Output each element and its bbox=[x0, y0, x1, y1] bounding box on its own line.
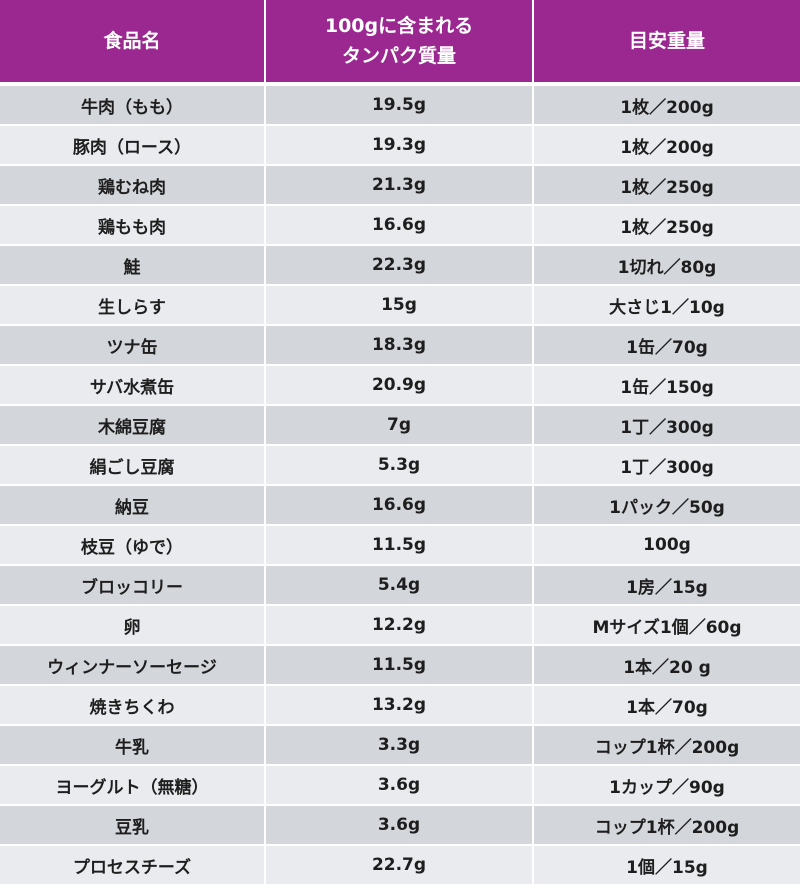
table-row: 鶏もも肉 16.6g 1枚／250g bbox=[0, 205, 800, 246]
cell-food: 鶏むね肉 bbox=[0, 165, 266, 206]
table-row: 生しらす 15g 大さじ1／10g bbox=[0, 285, 800, 326]
cell-weight: 1切れ／80g bbox=[533, 245, 800, 286]
header-protein-line2: タンパク質量 bbox=[341, 45, 456, 67]
table-row: 牛乳 3.3g コップ1杯／200g bbox=[0, 725, 800, 766]
cell-food: サバ水煮缶 bbox=[0, 365, 266, 406]
table-row: 枝豆（ゆで） 11.5g 100g bbox=[0, 525, 800, 566]
table-row: 木綿豆腐 7g 1丁／300g bbox=[0, 405, 800, 446]
cell-weight: コップ1杯／200g bbox=[533, 725, 800, 766]
header-food-name: 食品名 bbox=[0, 0, 266, 86]
cell-weight: 1丁／300g bbox=[533, 445, 800, 486]
cell-weight: 1カップ／90g bbox=[533, 765, 800, 806]
cell-protein: 11.5g bbox=[265, 645, 534, 686]
header-protein-per-100g: 100gに含まれる タンパク質量 bbox=[265, 0, 534, 86]
cell-protein: 3.3g bbox=[265, 725, 534, 766]
table-row: プロセスチーズ 22.7g 1個／15g bbox=[0, 845, 800, 886]
table-row: ツナ缶 18.3g 1缶／70g bbox=[0, 325, 800, 366]
cell-food: 焼きちくわ bbox=[0, 685, 266, 726]
cell-food: 枝豆（ゆで） bbox=[0, 525, 266, 566]
cell-protein: 16.6g bbox=[265, 485, 534, 526]
cell-weight: 1本／70g bbox=[533, 685, 800, 726]
cell-food: 牛肉（もも） bbox=[0, 84, 266, 126]
header-row: 食品名 100gに含まれる タンパク質量 目安重量 bbox=[0, 0, 800, 86]
cell-protein: 19.3g bbox=[265, 125, 534, 166]
cell-food: ウィンナーソーセージ bbox=[0, 645, 266, 686]
cell-weight: 100g bbox=[533, 525, 800, 566]
cell-weight: Mサイズ1個／60g bbox=[533, 605, 800, 646]
cell-protein: 15g bbox=[265, 285, 534, 326]
cell-food: 納豆 bbox=[0, 485, 266, 526]
cell-food: 鶏もも肉 bbox=[0, 205, 266, 246]
cell-food: 絹ごし豆腐 bbox=[0, 445, 266, 486]
cell-weight: 1枚／250g bbox=[533, 205, 800, 246]
cell-protein: 13.2g bbox=[265, 685, 534, 726]
cell-protein: 22.7g bbox=[265, 845, 534, 886]
cell-weight: 1個／15g bbox=[533, 845, 800, 886]
table-row: 豆乳 3.6g コップ1杯／200g bbox=[0, 805, 800, 846]
table-row: 牛肉（もも） 19.5g 1枚／200g bbox=[0, 84, 800, 126]
cell-protein: 12.2g bbox=[265, 605, 534, 646]
cell-food: 木綿豆腐 bbox=[0, 405, 266, 446]
cell-protein: 11.5g bbox=[265, 525, 534, 566]
cell-weight: 1房／15g bbox=[533, 565, 800, 606]
cell-weight: 1丁／300g bbox=[533, 405, 800, 446]
cell-protein: 21.3g bbox=[265, 165, 534, 206]
cell-weight: 1枚／200g bbox=[533, 125, 800, 166]
cell-protein: 19.5g bbox=[265, 84, 534, 126]
table-row: 焼きちくわ 13.2g 1本／70g bbox=[0, 685, 800, 726]
cell-weight: コップ1杯／200g bbox=[533, 805, 800, 846]
cell-protein: 3.6g bbox=[265, 765, 534, 806]
cell-weight: 1枚／200g bbox=[533, 84, 800, 126]
cell-food: 豆乳 bbox=[0, 805, 266, 846]
cell-food: プロセスチーズ bbox=[0, 845, 266, 886]
cell-food: 卵 bbox=[0, 605, 266, 646]
cell-protein: 18.3g bbox=[265, 325, 534, 366]
table-row: 納豆 16.6g 1パック／50g bbox=[0, 485, 800, 526]
header-standard-weight: 目安重量 bbox=[533, 0, 800, 86]
cell-weight: 1缶／70g bbox=[533, 325, 800, 366]
cell-food: 生しらす bbox=[0, 285, 266, 326]
table-row: ヨーグルト（無糖） 3.6g 1カップ／90g bbox=[0, 765, 800, 806]
table-row: 豚肉（ロース） 19.3g 1枚／200g bbox=[0, 125, 800, 166]
table-row: ブロッコリー 5.4g 1房／15g bbox=[0, 565, 800, 606]
cell-food: 豚肉（ロース） bbox=[0, 125, 266, 166]
cell-weight: 1缶／150g bbox=[533, 365, 800, 406]
table-row: ウィンナーソーセージ 11.5g 1本／20 g bbox=[0, 645, 800, 686]
cell-weight: 大さじ1／10g bbox=[533, 285, 800, 326]
cell-food: ツナ缶 bbox=[0, 325, 266, 366]
cell-protein: 22.3g bbox=[265, 245, 534, 286]
table-row: 鮭 22.3g 1切れ／80g bbox=[0, 245, 800, 286]
cell-protein: 20.9g bbox=[265, 365, 534, 406]
cell-protein: 3.6g bbox=[265, 805, 534, 846]
table-row: 絹ごし豆腐 5.3g 1丁／300g bbox=[0, 445, 800, 486]
cell-food: 牛乳 bbox=[0, 725, 266, 766]
cell-protein: 5.3g bbox=[265, 445, 534, 486]
cell-protein: 7g bbox=[265, 405, 534, 446]
table-row: サバ水煮缶 20.9g 1缶／150g bbox=[0, 365, 800, 406]
cell-food: ヨーグルト（無糖） bbox=[0, 765, 266, 806]
cell-food: 鮭 bbox=[0, 245, 266, 286]
cell-protein: 5.4g bbox=[265, 565, 534, 606]
table-body: 牛肉（もも） 19.5g 1枚／200g 豚肉（ロース） 19.3g 1枚／200g 鶏むね… bbox=[0, 84, 800, 886]
table-row: 鶏むね肉 21.3g 1枚／250g bbox=[0, 165, 800, 206]
table-row: 卵 12.2g Mサイズ1個／60g bbox=[0, 605, 800, 646]
header-protein-line1: 100gに含まれる bbox=[324, 15, 474, 37]
cell-weight: 1パック／50g bbox=[533, 485, 800, 526]
cell-food: ブロッコリー bbox=[0, 565, 266, 606]
cell-weight: 1本／20 g bbox=[533, 645, 800, 686]
cell-protein: 16.6g bbox=[265, 205, 534, 246]
cell-weight: 1枚／250g bbox=[533, 165, 800, 206]
